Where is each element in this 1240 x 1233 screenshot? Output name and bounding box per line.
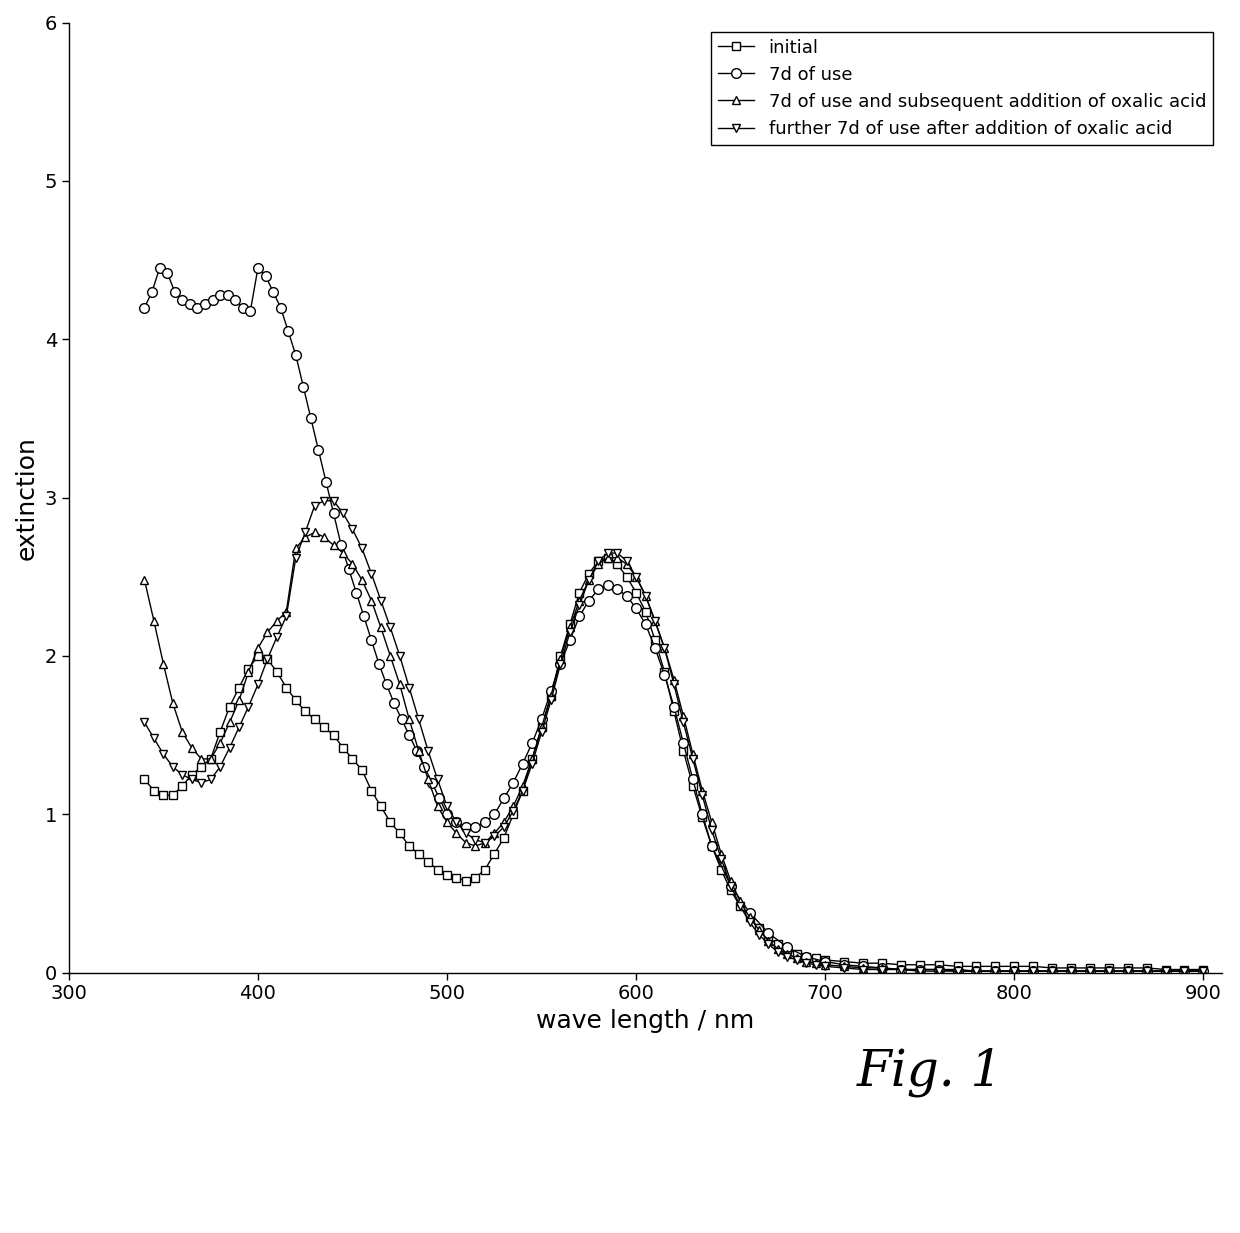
further 7d of use after addition of oxalic acid <box>751 927 766 942</box>
initial <box>138 772 153 787</box>
7d of use <box>950 964 965 979</box>
initial <box>279 681 294 695</box>
7d of use and subsequent addition of oxalic acid <box>250 641 265 656</box>
initial <box>751 921 766 936</box>
Line: further 7d of use after addition of oxalic acid: further 7d of use after addition of oxal… <box>140 497 1208 975</box>
further 7d of use after addition of oxalic acid <box>1195 964 1210 979</box>
further 7d of use after addition of oxalic acid <box>326 493 341 508</box>
initial <box>600 550 615 565</box>
initial <box>1158 962 1173 977</box>
initial <box>250 649 265 663</box>
7d of use and subsequent addition of oxalic acid <box>279 604 294 619</box>
Line: 7d of use: 7d of use <box>140 263 1208 977</box>
7d of use and subsequent addition of oxalic acid <box>751 922 766 937</box>
initial <box>856 956 870 970</box>
Line: initial: initial <box>140 554 1208 974</box>
7d of use and subsequent addition of oxalic acid <box>968 964 983 979</box>
7d of use <box>761 926 776 941</box>
7d of use <box>694 806 709 821</box>
further 7d of use after addition of oxalic acid <box>582 572 596 587</box>
7d of use <box>138 300 153 314</box>
7d of use <box>1195 964 1210 979</box>
further 7d of use after addition of oxalic acid <box>913 964 928 979</box>
7d of use and subsequent addition of oxalic acid <box>138 572 153 587</box>
further 7d of use after addition of oxalic acid <box>316 493 331 508</box>
7d of use <box>175 292 190 307</box>
7d of use and subsequent addition of oxalic acid <box>308 525 322 540</box>
Y-axis label: extinction: extinction <box>15 435 38 560</box>
Text: Fig. 1: Fig. 1 <box>857 1048 1003 1097</box>
X-axis label: wave length / nm: wave length / nm <box>537 1009 755 1033</box>
7d of use and subsequent addition of oxalic acid <box>582 572 596 587</box>
7d of use and subsequent addition of oxalic acid <box>856 961 870 975</box>
further 7d of use after addition of oxalic acid <box>250 677 265 692</box>
initial <box>316 720 331 735</box>
7d of use <box>676 736 691 751</box>
7d of use <box>153 260 167 275</box>
further 7d of use after addition of oxalic acid <box>138 715 153 730</box>
Legend: initial, 7d of use, 7d of use and subsequent addition of oxalic acid, further 7d: initial, 7d of use, 7d of use and subseq… <box>711 32 1213 145</box>
Line: 7d of use and subsequent addition of oxalic acid: 7d of use and subsequent addition of oxa… <box>140 528 1208 975</box>
further 7d of use after addition of oxalic acid <box>856 962 870 977</box>
7d of use <box>743 905 758 920</box>
7d of use <box>273 300 288 314</box>
7d of use and subsequent addition of oxalic acid <box>1195 964 1210 979</box>
7d of use and subsequent addition of oxalic acid <box>326 538 341 552</box>
initial <box>572 586 587 600</box>
further 7d of use after addition of oxalic acid <box>279 609 294 624</box>
initial <box>1195 962 1210 977</box>
